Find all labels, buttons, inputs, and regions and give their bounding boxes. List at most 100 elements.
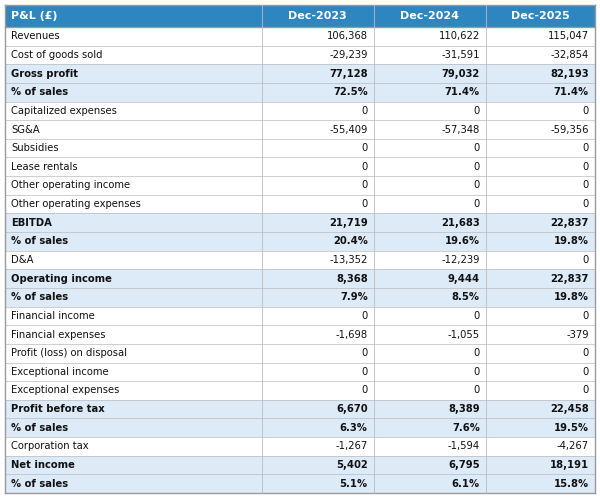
Text: 21,683: 21,683 bbox=[441, 218, 480, 228]
Bar bbox=[5, 5, 595, 27]
Text: Lease rentals: Lease rentals bbox=[11, 162, 77, 172]
Bar bbox=[5, 288, 595, 307]
Text: 22,837: 22,837 bbox=[551, 218, 589, 228]
Text: 19.6%: 19.6% bbox=[445, 236, 480, 246]
Text: % of sales: % of sales bbox=[11, 87, 68, 97]
Text: 0: 0 bbox=[361, 311, 368, 321]
Text: 0: 0 bbox=[361, 181, 368, 191]
Bar bbox=[5, 27, 595, 46]
Text: 15.8%: 15.8% bbox=[554, 479, 589, 489]
Text: -59,356: -59,356 bbox=[551, 125, 589, 134]
Text: Gross profit: Gross profit bbox=[11, 68, 78, 78]
Text: 0: 0 bbox=[583, 367, 589, 377]
Text: 0: 0 bbox=[473, 385, 480, 395]
Text: 106,368: 106,368 bbox=[327, 31, 368, 41]
Text: -1,055: -1,055 bbox=[448, 329, 480, 340]
Text: 0: 0 bbox=[361, 367, 368, 377]
Text: 19.8%: 19.8% bbox=[554, 236, 589, 246]
Text: Exceptional expenses: Exceptional expenses bbox=[11, 385, 119, 395]
Text: Dec-2024: Dec-2024 bbox=[400, 11, 460, 21]
Text: -12,239: -12,239 bbox=[442, 255, 480, 265]
Text: 0: 0 bbox=[583, 255, 589, 265]
Text: % of sales: % of sales bbox=[11, 292, 68, 302]
Text: 0: 0 bbox=[583, 162, 589, 172]
Bar bbox=[5, 232, 595, 250]
Text: 0: 0 bbox=[473, 181, 480, 191]
Text: 0: 0 bbox=[473, 367, 480, 377]
Text: 0: 0 bbox=[473, 143, 480, 153]
Text: 0: 0 bbox=[473, 162, 480, 172]
Text: 115,047: 115,047 bbox=[548, 31, 589, 41]
Bar bbox=[5, 139, 595, 157]
Text: 71.4%: 71.4% bbox=[445, 87, 480, 97]
Text: 0: 0 bbox=[583, 199, 589, 209]
Text: 6.3%: 6.3% bbox=[340, 423, 368, 433]
Text: 8.5%: 8.5% bbox=[452, 292, 480, 302]
Text: 0: 0 bbox=[361, 143, 368, 153]
Bar bbox=[5, 437, 595, 456]
Text: 6,795: 6,795 bbox=[448, 460, 480, 470]
Text: P&L (£): P&L (£) bbox=[11, 11, 58, 21]
Bar bbox=[5, 250, 595, 269]
Text: -55,409: -55,409 bbox=[329, 125, 368, 134]
Bar bbox=[5, 381, 595, 400]
Bar bbox=[5, 120, 595, 139]
Text: 7.6%: 7.6% bbox=[452, 423, 480, 433]
Bar bbox=[5, 157, 595, 176]
Text: 0: 0 bbox=[361, 385, 368, 395]
Text: Operating income: Operating income bbox=[11, 274, 112, 284]
Text: 0: 0 bbox=[473, 106, 480, 116]
Text: 6,670: 6,670 bbox=[336, 404, 368, 414]
Text: 0: 0 bbox=[583, 106, 589, 116]
Text: 82,193: 82,193 bbox=[550, 68, 589, 78]
Text: 0: 0 bbox=[361, 199, 368, 209]
Text: D&A: D&A bbox=[11, 255, 34, 265]
Text: -379: -379 bbox=[566, 329, 589, 340]
Text: Subsidies: Subsidies bbox=[11, 143, 59, 153]
Text: Profit (loss) on disposal: Profit (loss) on disposal bbox=[11, 348, 127, 358]
Text: Cost of goods sold: Cost of goods sold bbox=[11, 50, 103, 60]
Bar bbox=[5, 400, 595, 418]
Text: Corporation tax: Corporation tax bbox=[11, 442, 89, 451]
Text: Other operating income: Other operating income bbox=[11, 181, 130, 191]
Text: 5,402: 5,402 bbox=[336, 460, 368, 470]
Text: 0: 0 bbox=[583, 143, 589, 153]
Bar bbox=[5, 213, 595, 232]
Text: 79,032: 79,032 bbox=[442, 68, 480, 78]
Text: -57,348: -57,348 bbox=[442, 125, 480, 134]
Text: 8,368: 8,368 bbox=[336, 274, 368, 284]
Text: 0: 0 bbox=[583, 385, 589, 395]
Text: 5.1%: 5.1% bbox=[340, 479, 368, 489]
Text: 0: 0 bbox=[583, 348, 589, 358]
Bar bbox=[5, 83, 595, 102]
Text: 110,622: 110,622 bbox=[439, 31, 480, 41]
Text: 19.5%: 19.5% bbox=[554, 423, 589, 433]
Bar bbox=[5, 363, 595, 381]
Text: -1,698: -1,698 bbox=[335, 329, 368, 340]
Text: 0: 0 bbox=[473, 348, 480, 358]
Bar bbox=[5, 64, 595, 83]
Bar bbox=[5, 269, 595, 288]
Text: 21,719: 21,719 bbox=[329, 218, 368, 228]
Bar bbox=[5, 307, 595, 325]
Bar bbox=[5, 418, 595, 437]
Text: Revenues: Revenues bbox=[11, 31, 59, 41]
Text: 8,389: 8,389 bbox=[448, 404, 480, 414]
Text: -13,352: -13,352 bbox=[329, 255, 368, 265]
Text: 0: 0 bbox=[361, 348, 368, 358]
Bar bbox=[5, 195, 595, 213]
Text: 77,128: 77,128 bbox=[329, 68, 368, 78]
Text: Exceptional income: Exceptional income bbox=[11, 367, 109, 377]
Text: 9,444: 9,444 bbox=[448, 274, 480, 284]
Text: 71.4%: 71.4% bbox=[554, 87, 589, 97]
Text: -29,239: -29,239 bbox=[329, 50, 368, 60]
Bar bbox=[5, 176, 595, 195]
Bar bbox=[5, 46, 595, 64]
Text: 0: 0 bbox=[473, 311, 480, 321]
Text: 20.4%: 20.4% bbox=[333, 236, 368, 246]
Text: 0: 0 bbox=[583, 311, 589, 321]
Text: Other operating expenses: Other operating expenses bbox=[11, 199, 141, 209]
Text: -4,267: -4,267 bbox=[557, 442, 589, 451]
Bar bbox=[5, 102, 595, 120]
Text: % of sales: % of sales bbox=[11, 423, 68, 433]
